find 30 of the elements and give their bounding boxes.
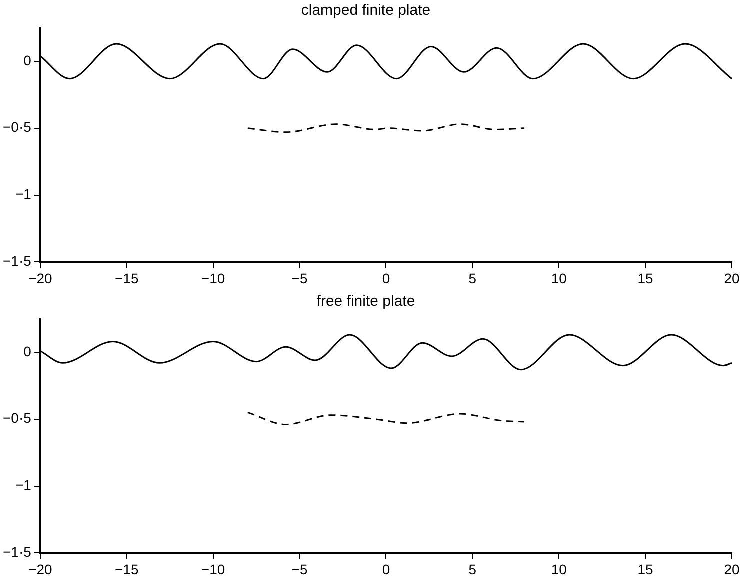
- x-tick-label: −10: [201, 270, 226, 286]
- chart-title: clamped finite plate: [301, 2, 431, 20]
- x-tick-label: 5: [468, 561, 477, 578]
- y-tick-label: −0·5: [2, 119, 32, 136]
- x-tick-label: −20: [28, 561, 52, 578]
- y-tick-label: −1: [15, 186, 32, 202]
- x-tick-label: 0: [382, 270, 390, 286]
- x-tick-label: 15: [638, 561, 654, 578]
- x-tick-label: −15: [114, 270, 139, 286]
- line-series: [247, 412, 526, 426]
- line-series: [247, 124, 526, 134]
- x-tick-label: −5: [292, 270, 308, 286]
- y-tick-label: −1: [15, 477, 32, 494]
- y-tick-label: 0: [24, 343, 32, 360]
- chart-title: free finite plate: [316, 293, 416, 310]
- x-tick-label: 5: [468, 270, 477, 286]
- y-tick-label: −1·5: [2, 253, 32, 270]
- y-tick-label: −0·5: [2, 410, 32, 426]
- x-tick-label: −5: [292, 561, 308, 578]
- x-tick-label: −20: [28, 270, 52, 286]
- x-tick-label: 20: [724, 561, 740, 578]
- y-tick-label: 0: [24, 52, 32, 68]
- y-tick-label: −1·5: [2, 544, 32, 560]
- x-tick-label: −10: [201, 561, 226, 578]
- x-tick-label: −15: [114, 561, 139, 578]
- x-tick-label: 20: [724, 270, 740, 286]
- x-tick-label: 10: [551, 270, 568, 286]
- x-tick-label: 15: [638, 270, 654, 286]
- x-tick-label: 10: [551, 561, 568, 578]
- x-tick-label: 0: [382, 561, 390, 578]
